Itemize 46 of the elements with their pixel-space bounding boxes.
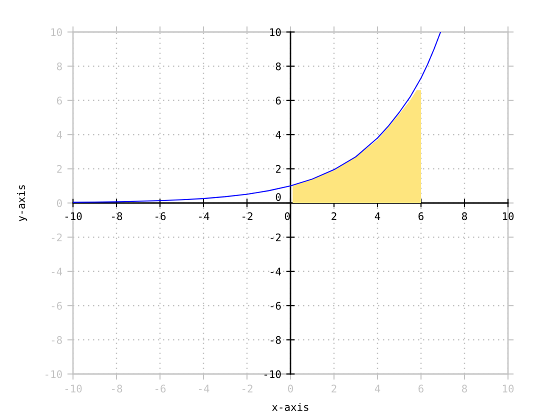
y-tick-label: 4 xyxy=(56,130,62,139)
x2-tick-label: 0 xyxy=(284,212,290,220)
y-tick-label: 0 xyxy=(56,199,62,208)
x-axis-title: x-axis xyxy=(272,402,308,412)
x2-tick-label: -10 xyxy=(65,212,82,220)
x2-tick-label: -2 xyxy=(242,212,252,220)
x-tick-label: 6 xyxy=(418,384,424,393)
y-tick-label: -2 xyxy=(52,233,62,242)
y2-tick-label: 10 xyxy=(270,28,281,36)
y-tick-label: -10 xyxy=(46,370,62,378)
y-tick-label: -6 xyxy=(52,302,62,310)
x-tick-label: 10 xyxy=(502,384,514,393)
x2-tick-label: -8 xyxy=(112,212,122,220)
y-tick-label: 8 xyxy=(56,62,62,70)
x2-tick-label: -4 xyxy=(199,212,210,220)
y2-tick-label: -10 xyxy=(264,370,281,378)
y-tick-label: 6 xyxy=(56,96,62,105)
x2-tick-label: 10 xyxy=(502,212,514,220)
x2-tick-label: 2 xyxy=(332,212,336,220)
y2-tick-label: -4 xyxy=(270,268,281,276)
y2-tick-label: 4 xyxy=(276,130,281,139)
x2-tick-label: -6 xyxy=(156,212,166,220)
y-tick-label: 2 xyxy=(57,165,62,173)
x2-tick-label: 8 xyxy=(462,212,467,220)
x-tick-label: -6 xyxy=(156,384,166,393)
y2-tick-label: -6 xyxy=(270,302,281,310)
y-tick-label: 10 xyxy=(51,28,62,36)
y2-tick-label: 0 xyxy=(276,193,281,201)
y-tick-label: -4 xyxy=(52,268,62,276)
x-tick-label: 4 xyxy=(374,384,380,392)
x2-tick-label: 6 xyxy=(418,212,424,220)
y2-tick-label: 8 xyxy=(276,62,281,70)
y-axis-title: y-axis xyxy=(17,185,28,222)
y2-tick-label: 6 xyxy=(276,96,281,105)
x-tick-label: 8 xyxy=(462,384,467,393)
y2-tick-label: -2 xyxy=(270,233,281,242)
y-tick-label: -8 xyxy=(52,336,62,344)
y2-tick-label: -8 xyxy=(270,336,281,344)
x-tick-label: 0 xyxy=(288,384,293,393)
x-tick-label: -4 xyxy=(199,384,210,392)
y2-tick-label: 2 xyxy=(276,165,281,173)
x-tick-label: -8 xyxy=(112,384,122,393)
x2-tick-label: 4 xyxy=(374,212,380,220)
x-tick-label: -2 xyxy=(242,384,252,392)
x-tick-label: 2 xyxy=(332,384,336,392)
x-tick-label: -10 xyxy=(65,384,82,393)
